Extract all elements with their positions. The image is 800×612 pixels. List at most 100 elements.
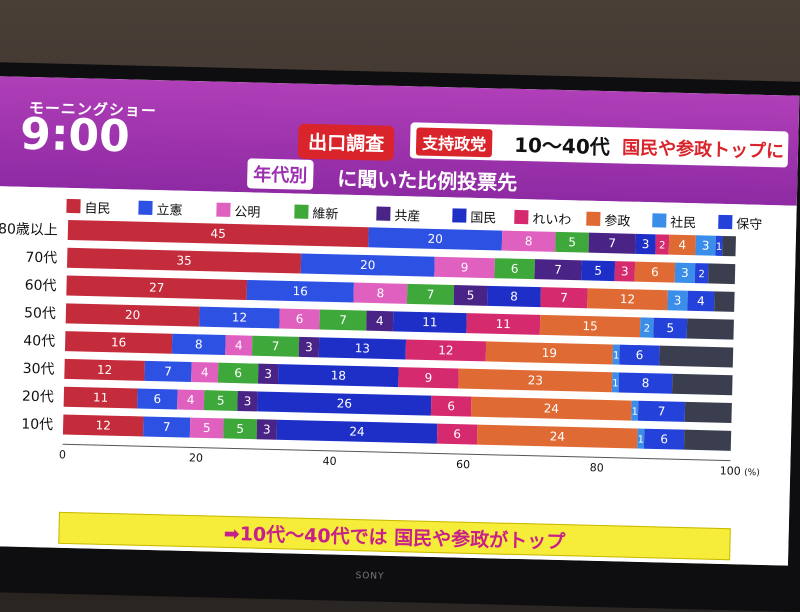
data-label: 1 [613, 351, 620, 362]
category-label: 70代 [25, 250, 57, 267]
bar-segment [436, 423, 478, 445]
data-label: 20 [360, 258, 376, 272]
bar-segment [144, 360, 192, 383]
bar-segment [540, 287, 588, 309]
bar-segment [639, 317, 654, 338]
bar-segment [318, 337, 407, 360]
bar-segment [588, 232, 636, 254]
tv-brand-logo: SONY [355, 571, 385, 582]
bar-segment [637, 428, 645, 449]
data-label: 20 [125, 308, 141, 322]
data-label: 7 [658, 404, 666, 418]
bar-segment [671, 373, 733, 396]
data-label: 4 [678, 238, 686, 252]
data-label: 4 [187, 393, 195, 407]
data-label: 19 [542, 346, 558, 360]
data-label: 3 [702, 238, 710, 252]
bar-segment [687, 290, 715, 312]
data-label: 5 [594, 264, 602, 278]
data-label: 7 [163, 420, 171, 434]
bar-segment [674, 262, 696, 284]
bar-segment [494, 258, 535, 280]
bar-segment [611, 372, 620, 393]
legend-label: 公明 [234, 204, 261, 221]
x-unit-label: (%) [744, 468, 760, 478]
bar-segment [637, 400, 686, 422]
bar-segment [66, 247, 302, 274]
data-label: 5 [203, 421, 211, 435]
x-tick-label: 20 [189, 451, 203, 464]
data-label: 4 [235, 338, 243, 352]
bar-segment [501, 230, 556, 252]
x-axis-line [62, 443, 731, 462]
data-label: 24 [550, 429, 566, 443]
bar-segment [143, 416, 191, 438]
bar-segment [487, 285, 541, 308]
bar-segment [539, 314, 641, 338]
bar-segment [257, 363, 279, 385]
legend-item: 社民 [652, 210, 696, 231]
bar-segment [614, 261, 636, 282]
x-tick-label: 0 [59, 448, 66, 461]
data-label: 4 [697, 294, 705, 308]
legend-item: 立憲 [138, 198, 183, 219]
data-label: 11 [93, 390, 109, 404]
data-label: 3 [642, 237, 650, 251]
bar-segment [405, 339, 487, 362]
data-label: 7 [272, 339, 280, 353]
bar-segment [686, 318, 734, 340]
bar-segment [237, 390, 258, 412]
bar-segment [366, 310, 394, 332]
category-label: 40代 [23, 333, 55, 350]
legend-label: 社民 [670, 215, 697, 231]
bar-segment [714, 291, 735, 312]
data-label: 7 [608, 236, 616, 250]
bar-segment [300, 253, 435, 277]
bar-segment [631, 400, 639, 421]
data-label: 12 [95, 418, 111, 432]
data-label: 16 [292, 284, 308, 298]
legend-swatch [452, 208, 467, 223]
bar-segment [683, 429, 732, 451]
legend-swatch [586, 211, 601, 226]
bar-segment [63, 386, 138, 409]
data-label: 11 [422, 315, 438, 329]
legend-swatch [138, 200, 153, 216]
legend-swatch [718, 214, 733, 230]
data-label: 5 [568, 235, 576, 249]
category-label: 10代 [21, 416, 53, 433]
bar-segment [64, 358, 145, 381]
data-label: 24 [544, 401, 560, 415]
legend-swatch [216, 202, 231, 217]
bar-segment [655, 234, 670, 255]
data-label: 24 [349, 424, 365, 438]
bar-segment [722, 235, 736, 257]
data-label: 6 [651, 265, 659, 279]
bar-segment [453, 285, 488, 306]
legend-swatch [376, 206, 391, 221]
data-label: 7 [427, 287, 435, 301]
category-label: 50代 [24, 305, 56, 322]
data-label: 2 [659, 240, 666, 251]
bar-segment [191, 362, 219, 383]
data-label: 12 [438, 343, 454, 357]
category-label: 20代 [22, 389, 54, 406]
legend-item: れいわ [514, 207, 572, 228]
x-tick-label: 40 [322, 455, 336, 468]
data-label: 15 [582, 319, 598, 333]
bar-segment [256, 419, 278, 440]
bar-segment [392, 311, 467, 334]
legend-item: 共産 [376, 203, 421, 224]
data-label: 11 [495, 317, 511, 331]
data-label: 2 [698, 269, 705, 280]
bar-segment [67, 219, 369, 248]
bar-segment [587, 288, 668, 311]
bar-segment [277, 364, 399, 388]
bar-segment [534, 259, 582, 281]
legend-swatch [66, 198, 81, 214]
bar-segment [458, 368, 613, 393]
bar-segment [199, 306, 280, 329]
tv-screen: モーニングショー 9:00 出口調査 支持政党 10〜40代 国民や参政トップに… [0, 76, 800, 566]
bar-segment [684, 401, 732, 424]
data-label: 6 [511, 262, 519, 276]
